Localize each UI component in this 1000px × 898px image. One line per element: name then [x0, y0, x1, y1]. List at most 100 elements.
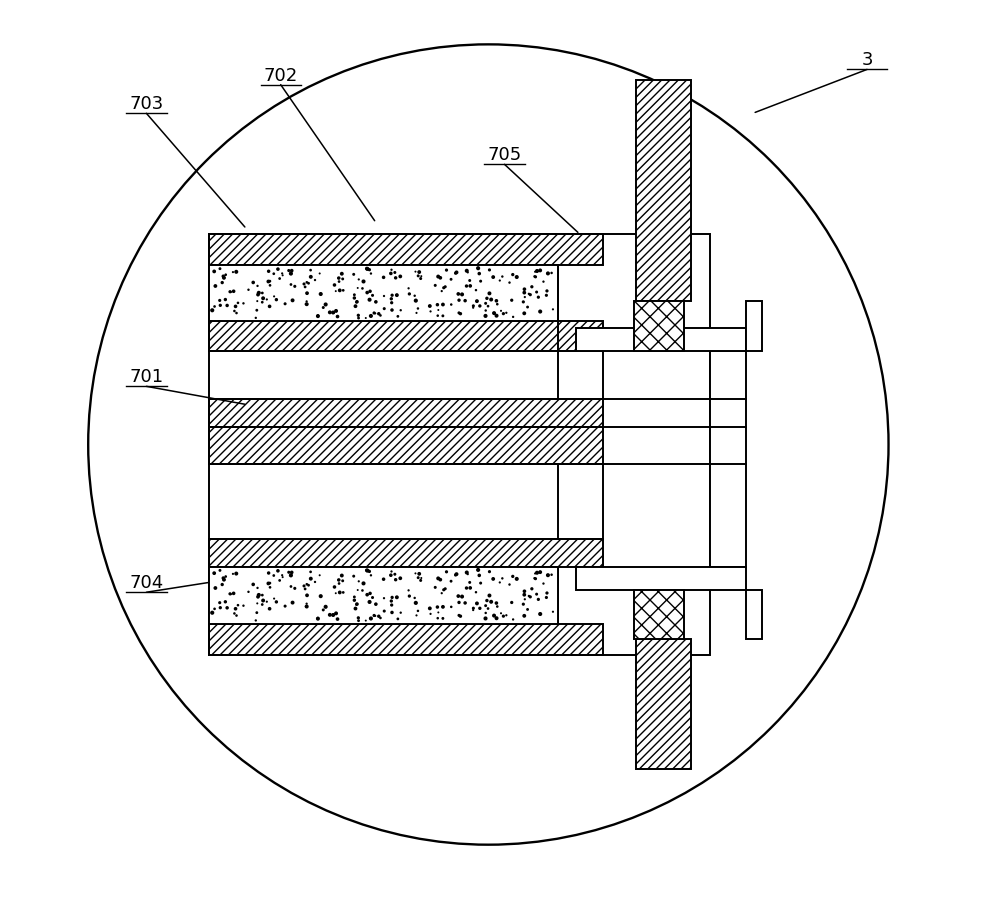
Point	[219, 298, 235, 313]
Point	[392, 269, 408, 284]
Point	[515, 597, 531, 612]
Point	[303, 269, 319, 284]
Point	[478, 606, 494, 621]
Point	[530, 592, 546, 606]
Point	[505, 268, 521, 282]
Point	[488, 596, 504, 611]
Point	[429, 297, 445, 312]
Bar	[634, 302, 684, 350]
Point	[515, 295, 531, 309]
Point	[480, 299, 496, 313]
Point	[367, 609, 383, 623]
Point	[443, 600, 459, 614]
Point	[367, 306, 383, 321]
Point	[326, 580, 342, 594]
Point	[277, 296, 293, 311]
Point	[226, 284, 242, 298]
Point	[527, 571, 543, 585]
Point	[408, 595, 424, 610]
Point	[481, 263, 497, 277]
Point	[363, 612, 379, 626]
Point	[351, 574, 367, 588]
Point	[423, 304, 439, 319]
Point	[335, 574, 351, 588]
Point	[254, 286, 270, 300]
Point	[462, 278, 478, 293]
Bar	[634, 590, 684, 638]
Point	[505, 569, 521, 584]
Point	[255, 594, 271, 608]
Point	[460, 265, 476, 279]
Point	[451, 595, 467, 610]
Point	[266, 267, 282, 281]
Point	[299, 275, 315, 289]
Point	[322, 608, 338, 622]
Point	[535, 577, 551, 591]
Point	[471, 267, 487, 281]
Point	[439, 565, 455, 579]
Point	[401, 583, 417, 597]
Point	[299, 295, 315, 309]
Point	[451, 293, 467, 307]
Point	[275, 570, 291, 585]
Point	[240, 585, 256, 599]
Point	[435, 297, 451, 312]
Point	[389, 288, 405, 303]
Point	[443, 574, 459, 588]
Point	[410, 269, 426, 283]
Point	[207, 299, 223, 313]
Point	[361, 564, 377, 578]
Point	[335, 283, 351, 297]
Point	[277, 599, 293, 613]
Point	[351, 311, 367, 325]
Point	[532, 304, 548, 319]
Point	[435, 309, 451, 323]
Point	[266, 289, 282, 304]
Point	[486, 306, 502, 321]
Point	[502, 577, 518, 592]
Point	[214, 577, 230, 592]
Point	[359, 286, 375, 300]
Point	[371, 306, 387, 321]
Point	[274, 266, 290, 280]
Point	[545, 302, 561, 316]
Point	[449, 265, 465, 279]
Point	[328, 606, 344, 621]
Point	[481, 286, 497, 301]
Point	[285, 293, 301, 307]
Point	[225, 265, 241, 279]
Point	[517, 290, 533, 304]
Point	[436, 280, 452, 295]
Point	[448, 568, 464, 582]
Point	[230, 598, 246, 612]
Point	[262, 602, 278, 616]
Point	[325, 305, 341, 320]
Point	[240, 283, 256, 297]
Point	[427, 278, 443, 293]
Bar	[209, 623, 603, 655]
Point	[351, 272, 367, 286]
Point	[384, 288, 400, 303]
Point	[346, 291, 362, 305]
Point	[481, 588, 497, 603]
Point	[287, 581, 303, 595]
Point	[465, 301, 481, 315]
Point	[218, 569, 234, 584]
Bar	[209, 321, 603, 350]
Point	[362, 293, 378, 307]
Point	[483, 594, 499, 609]
Point	[250, 590, 266, 604]
Point	[268, 594, 284, 609]
Point	[529, 566, 545, 580]
Point	[460, 567, 476, 581]
Point	[303, 263, 319, 277]
Point	[284, 263, 300, 277]
Point	[483, 293, 499, 307]
Point	[478, 612, 494, 626]
Point	[255, 291, 271, 305]
Point	[346, 287, 362, 302]
Point	[303, 571, 319, 585]
Point	[346, 569, 362, 584]
Point	[226, 586, 242, 601]
Point	[334, 568, 350, 583]
